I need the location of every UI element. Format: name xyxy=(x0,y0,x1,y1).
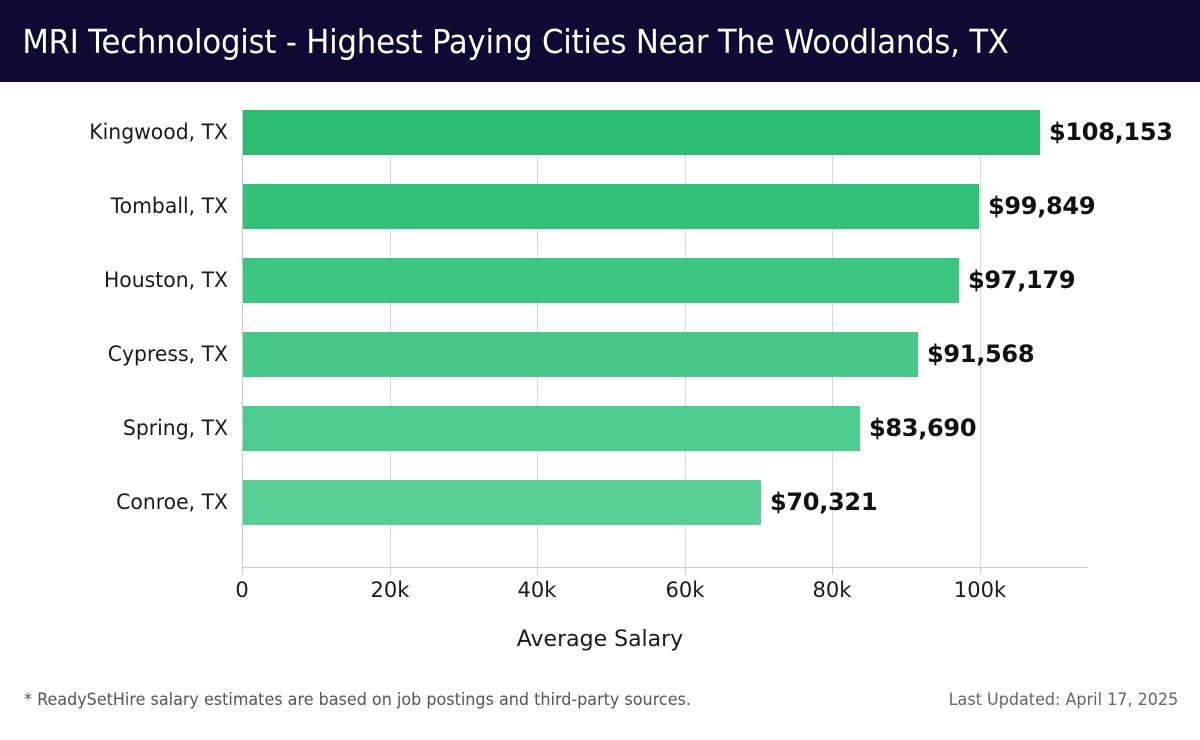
plot-area: Kingwood, TX $108,153 Tomball, TX $99,849 Ho… xyxy=(0,82,1200,660)
x-tick-100k xyxy=(980,567,981,574)
bar-value-label: $108,153 xyxy=(1049,110,1173,155)
bar-value-label: $97,179 xyxy=(968,258,1075,303)
bar-row: Cypress, TX $91,568 xyxy=(0,332,1200,377)
bar-rows: Kingwood, TX $108,153 Tomball, TX $99,849 Ho… xyxy=(0,82,1200,660)
bar[interactable] xyxy=(242,406,860,451)
chart-header: MRI Technologist - Highest Paying Cities… xyxy=(0,0,1200,82)
chart-footer: * ReadySetHire salary estimates are base… xyxy=(0,690,1200,740)
category-label: Tomball, TX xyxy=(7,184,228,229)
bar-value-label: $91,568 xyxy=(927,332,1034,377)
x-tick-60k xyxy=(685,567,686,574)
x-tick-label-40k: 40k xyxy=(477,578,597,602)
x-tick-label-20k: 20k xyxy=(330,578,450,602)
x-tick-40k xyxy=(537,567,538,574)
category-label: Kingwood, TX xyxy=(7,110,228,155)
bar[interactable] xyxy=(242,184,979,229)
x-tick-80k xyxy=(832,567,833,574)
last-updated-text: Last Updated: April 17, 2025 xyxy=(948,690,1178,710)
footnote-text: * ReadySetHire salary estimates are base… xyxy=(24,690,691,710)
bar-row: Kingwood, TX $108,153 xyxy=(0,110,1200,155)
bar[interactable] xyxy=(242,332,918,377)
bar-row: Conroe, TX $70,321 xyxy=(0,480,1200,525)
x-tick-label-80k: 80k xyxy=(772,578,892,602)
x-tick-label-60k: 60k xyxy=(625,578,745,602)
bar[interactable] xyxy=(242,110,1040,155)
bar[interactable] xyxy=(242,258,959,303)
category-label: Houston, TX xyxy=(7,258,228,303)
chart-page: MRI Technologist - Highest Paying Cities… xyxy=(0,0,1200,740)
bar-value-label: $83,690 xyxy=(869,406,976,451)
x-tick-label-0: 0 xyxy=(182,578,302,602)
bar-value-label: $70,321 xyxy=(770,480,877,525)
bar-row: Tomball, TX $99,849 xyxy=(0,184,1200,229)
category-label: Conroe, TX xyxy=(7,480,228,525)
gridline-0 xyxy=(242,110,243,567)
bar-row: Houston, TX $97,179 xyxy=(0,258,1200,303)
x-tick-20k xyxy=(390,567,391,574)
page-title: MRI Technologist - Highest Paying Cities… xyxy=(0,22,1009,61)
category-label: Cypress, TX xyxy=(7,332,228,377)
bar[interactable] xyxy=(242,480,761,525)
x-axis-title: Average Salary xyxy=(0,627,1200,652)
bar-row: Spring, TX $83,690 xyxy=(0,406,1200,451)
x-tick-0 xyxy=(242,567,243,574)
category-label: Spring, TX xyxy=(7,406,228,451)
bar-value-label: $99,849 xyxy=(988,184,1095,229)
x-tick-label-100k: 100k xyxy=(920,578,1040,602)
